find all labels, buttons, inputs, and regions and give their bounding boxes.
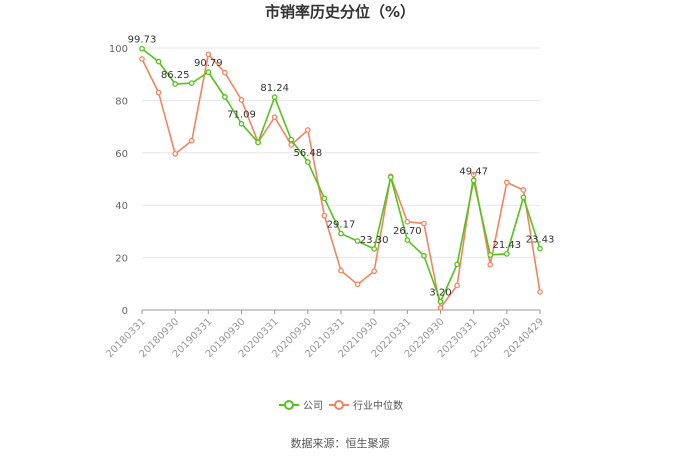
data-point-industry-median xyxy=(338,267,344,274)
legend-marker-icon xyxy=(284,400,294,410)
data-point-industry-median xyxy=(437,305,444,311)
data-point-company xyxy=(255,139,261,146)
data-point-industry-median xyxy=(139,56,145,62)
data-point-company xyxy=(139,45,145,52)
data-point-company xyxy=(371,246,378,252)
data-label: 99.73 xyxy=(128,35,157,46)
data-point-industry-median xyxy=(520,187,527,193)
y-tick-label: 80 xyxy=(115,96,128,107)
y-tick-label: 0 xyxy=(122,306,128,317)
data-point-industry-median xyxy=(222,69,228,76)
data-point-industry-median xyxy=(404,218,411,225)
chart-title: 市销率历史分位（%） xyxy=(265,3,415,21)
data-label: 23.43 xyxy=(526,235,555,246)
data-label: 56.48 xyxy=(294,148,323,159)
data-point-industry-median xyxy=(470,171,477,178)
y-tick-label: 20 xyxy=(115,254,128,265)
data-point-industry-median xyxy=(172,150,179,157)
data-point-industry-median xyxy=(454,282,460,289)
data-point-industry-median xyxy=(354,281,361,288)
data-point-industry-median xyxy=(205,51,212,58)
data-point-industry-median xyxy=(188,137,195,144)
data-point-company xyxy=(205,69,212,75)
data-point-industry-median xyxy=(304,127,311,133)
data-label: 86.25 xyxy=(161,70,190,81)
data-point-industry-median xyxy=(537,289,543,295)
data-point-company xyxy=(387,174,394,181)
legend-item-industry-median[interactable]: 行业中位数 xyxy=(329,399,403,412)
data-point-company xyxy=(288,136,295,143)
data-label: 26.70 xyxy=(393,226,422,237)
legend[interactable]: 公司 行业中位数 xyxy=(279,399,403,412)
data-point-industry-median xyxy=(371,268,378,275)
data-point-company xyxy=(520,194,527,201)
y-tick-label: 60 xyxy=(115,149,128,160)
grid xyxy=(142,47,540,259)
data-point-company xyxy=(321,195,328,202)
data-label: 90.79 xyxy=(194,58,223,69)
data-point-company xyxy=(304,159,311,165)
data-point-company xyxy=(188,80,195,86)
data-point-company xyxy=(354,238,361,244)
data-point-company xyxy=(454,261,460,268)
data-point-company xyxy=(537,245,543,252)
data-point-company xyxy=(155,58,162,65)
legend-marker-icon xyxy=(334,400,344,410)
data-point-company xyxy=(172,81,179,87)
series-layer xyxy=(139,45,543,311)
data-point-company xyxy=(238,120,245,127)
data-label: 81.24 xyxy=(260,83,289,94)
data-label: 49.47 xyxy=(459,166,488,177)
y-tick-label: 100 xyxy=(109,44,128,55)
data-point-industry-median xyxy=(288,142,295,148)
legend-label: 行业中位数 xyxy=(353,399,403,412)
axes: 0204060801002018033120180930201903312019… xyxy=(104,44,546,360)
data-point-company xyxy=(404,237,411,243)
data-source: 数据来源：恒生聚源 xyxy=(291,436,390,450)
data-label: 21.43 xyxy=(493,240,522,251)
data-point-company xyxy=(421,252,427,259)
data-point-industry-median xyxy=(271,114,278,121)
data-label: 71.09 xyxy=(227,110,256,121)
data-point-industry-median xyxy=(321,212,328,219)
legend-item-company[interactable]: 公司 xyxy=(279,400,323,412)
data-point-industry-median xyxy=(503,179,510,186)
data-point-industry-median xyxy=(238,97,245,103)
data-point-industry-median xyxy=(487,261,494,268)
data-point-company xyxy=(338,230,344,237)
data-label: 29.17 xyxy=(327,220,356,231)
data-point-company xyxy=(271,94,278,101)
data-label: 3.20 xyxy=(429,288,451,299)
data-point-company xyxy=(487,252,494,258)
data-labels: 99.73 86.25 90.79 71.09 81.24 56.48 29.17 23.30… xyxy=(128,35,555,299)
data-point-industry-median xyxy=(155,89,162,96)
y-tick-label: 40 xyxy=(115,201,128,212)
data-point-company xyxy=(470,177,477,184)
legend-label: 公司 xyxy=(303,401,323,412)
data-label: 23.30 xyxy=(360,235,389,246)
data-point-company xyxy=(437,298,444,305)
data-point-industry-median xyxy=(421,220,427,227)
data-point-company xyxy=(503,251,510,257)
data-point-company xyxy=(222,94,228,100)
